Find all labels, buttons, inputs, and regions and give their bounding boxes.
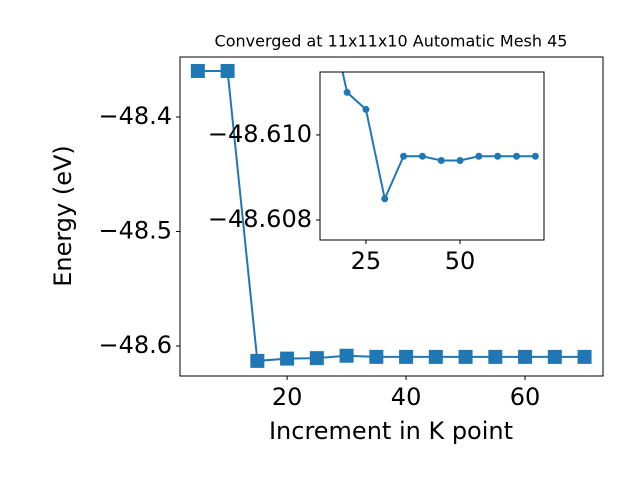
x-tick-label: 50 [445,247,476,275]
marker [369,349,384,364]
y-tick-label: −48.5 [98,216,172,244]
marker [518,349,533,364]
marker [577,349,592,364]
y-tick-label: −48.608 [208,205,312,233]
marker [437,156,445,164]
marker [547,349,562,364]
marker [428,349,443,364]
marker [339,348,354,363]
marker [494,152,502,160]
marker [488,349,503,364]
marker [531,152,539,160]
marker [456,156,464,164]
marker [362,105,370,113]
plot-group [190,63,592,368]
y-tick-label: −48.610 [208,120,312,148]
axes-frame [179,56,604,377]
marker [400,152,408,160]
marker [343,88,351,96]
marker [381,195,389,203]
marker [458,349,473,364]
y-tick-label: −48.6 [98,331,172,359]
axes-frame [319,71,545,241]
x-tick-label: 20 [272,383,303,411]
marker [190,63,205,78]
marker [399,349,414,364]
chart-title: Converged at 11x11x10 Automatic Mesh 45 [215,32,568,51]
marker [220,63,235,78]
marker [309,351,324,366]
x-tick-label: 25 [351,247,382,275]
marker [513,152,521,160]
marker [250,353,265,368]
y-axis-label: Energy (eV) [49,145,77,287]
x-tick-label: 60 [510,383,541,411]
marker [418,152,426,160]
marker [280,351,295,366]
plot-group [341,72,539,203]
x-axis-label: Increment in K point [269,417,513,445]
y-tick-label: −48.4 [98,102,172,130]
marker [475,152,483,160]
x-tick-label: 40 [391,383,422,411]
